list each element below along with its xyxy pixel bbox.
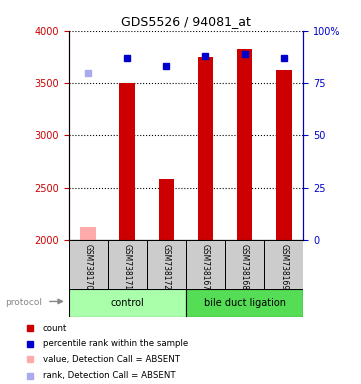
Bar [158, 179, 174, 240]
Bar [108, 240, 147, 290]
Bar [69, 240, 108, 290]
Title: GDS5526 / 94081_at: GDS5526 / 94081_at [121, 15, 251, 28]
Text: GSM738168: GSM738168 [240, 244, 249, 290]
Bar [237, 48, 252, 240]
Bar [186, 240, 225, 290]
Bar [80, 227, 96, 240]
Text: GSM738169: GSM738169 [279, 244, 288, 290]
Text: rank, Detection Call = ABSENT: rank, Detection Call = ABSENT [43, 371, 175, 381]
Bar [147, 240, 186, 290]
Text: protocol: protocol [5, 298, 42, 307]
Bar [276, 71, 292, 240]
Bar [264, 240, 303, 290]
Bar [225, 240, 264, 290]
Text: GSM738172: GSM738172 [162, 244, 171, 290]
Text: control: control [110, 298, 144, 308]
Bar [119, 83, 135, 240]
Text: count: count [43, 324, 68, 333]
Text: GSM738171: GSM738171 [123, 244, 132, 290]
Bar [186, 289, 303, 317]
Text: GSM738170: GSM738170 [84, 244, 93, 290]
Text: bile duct ligation: bile duct ligation [204, 298, 286, 308]
Text: value, Detection Call = ABSENT: value, Detection Call = ABSENT [43, 355, 180, 364]
Bar [69, 289, 186, 317]
Text: percentile rank within the sample: percentile rank within the sample [43, 339, 188, 348]
Bar [198, 57, 213, 240]
Text: GSM738167: GSM738167 [201, 244, 210, 290]
